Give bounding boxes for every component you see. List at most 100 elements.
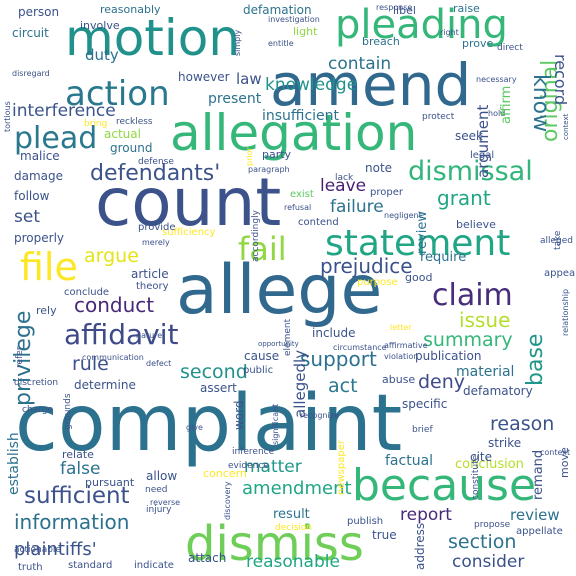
word-cite: cite	[470, 450, 492, 464]
word-provide: sufficiency	[162, 227, 215, 238]
word-properly: properly	[14, 231, 64, 245]
word-address: address	[413, 523, 427, 570]
word-fail: fail	[238, 230, 287, 268]
word-allegation: allegation	[170, 104, 417, 162]
word-cause: cause	[244, 349, 279, 363]
word-constitute: constitute	[471, 454, 481, 500]
word-plead: plead	[14, 121, 97, 156]
word-purpose: purpose	[357, 277, 398, 288]
word-discretion: discretion	[14, 378, 58, 388]
word-give: refusal	[284, 203, 311, 212]
word-rule: rule	[72, 353, 109, 375]
word-reckless: reckless	[116, 117, 153, 127]
word-recognize: significant	[271, 404, 280, 445]
word-party: concern	[203, 467, 247, 480]
word-include: include	[312, 326, 355, 340]
word-reverse: give	[186, 423, 203, 432]
word-remand: appellate	[516, 526, 563, 537]
word-necessary: necessary	[476, 75, 517, 84]
word-alleged: alleged	[540, 236, 573, 246]
word-propose: propose	[474, 520, 511, 530]
word-appellate: remand	[531, 450, 546, 500]
word-record: record	[551, 54, 570, 105]
word-rely: rely	[36, 304, 57, 317]
word-public: public	[243, 365, 273, 376]
word-theory: theory	[136, 281, 169, 292]
word-follow: follow	[14, 189, 50, 203]
word-defense: defense	[138, 157, 174, 167]
word-truth: truth	[18, 562, 43, 573]
word-involve: involve	[80, 19, 120, 32]
word-letter: letter	[390, 323, 412, 332]
word-raise: raise	[453, 2, 480, 15]
word-newspaper: newspaper	[336, 439, 347, 495]
word-require: require	[420, 250, 466, 265]
word-inference: inference	[232, 447, 275, 457]
word-conclude: conclude	[64, 287, 109, 298]
word-accordingly: take	[553, 230, 563, 250]
word-conclusion: conclusion	[455, 457, 524, 472]
word-argument: argument	[474, 105, 492, 178]
word-interference: interference	[12, 101, 116, 121]
word-sufficiency: accordingly	[251, 209, 261, 262]
word-concern: provide	[138, 222, 176, 233]
word-review: review	[510, 506, 560, 524]
word-actual: actual	[104, 127, 141, 141]
word-actionable: actionable	[14, 545, 61, 555]
word-direct: direct	[497, 43, 523, 53]
word-injury: injury	[146, 505, 172, 515]
word-libel: libel	[393, 4, 416, 17]
word-attach: attach	[188, 551, 226, 565]
word-ground: ground	[110, 141, 152, 155]
word-pursuant: pursuant	[85, 476, 135, 489]
word-legal: legal	[470, 150, 494, 161]
word-hold: nature	[136, 331, 162, 340]
word-need: need	[145, 485, 168, 495]
word-strike: strike	[488, 436, 521, 450]
word-second: second	[180, 361, 248, 383]
word-insufficient: insufficient	[262, 108, 340, 124]
word-significant: opportunity	[258, 340, 299, 348]
word-original: original	[538, 60, 563, 142]
word-discovery: discovery	[223, 481, 232, 520]
word-defendants: defendants'	[90, 161, 220, 186]
word-negligent: prior	[245, 147, 254, 166]
word-violation: violation	[384, 352, 418, 361]
word-affirm: affirm	[499, 86, 514, 124]
word-prejudice: prejudice	[320, 254, 413, 278]
word-grounds: grounds	[63, 393, 73, 430]
word-entitle: entitle	[268, 39, 294, 48]
word-support: support	[300, 347, 377, 371]
word-review-vert: review	[415, 211, 430, 254]
word-relate: relate	[62, 448, 94, 461]
word-report: report	[400, 505, 452, 525]
word-present: present	[208, 91, 262, 107]
word-information: information	[14, 510, 129, 534]
word-count: count	[95, 164, 281, 241]
word-reasonably: reasonably	[100, 3, 161, 16]
word-because: because	[352, 460, 536, 511]
word-act: act	[328, 375, 358, 397]
word-simply: simply	[233, 30, 242, 56]
word-defamatory: defamatory	[463, 384, 533, 398]
word-leave: leave	[320, 176, 366, 196]
word-factual: factual	[385, 453, 433, 469]
word-defamation: defamation	[243, 3, 312, 17]
word-law: law	[236, 70, 262, 88]
word-matter: matter	[244, 457, 302, 477]
word-move: move	[558, 447, 571, 478]
word-circumstance: reverse	[150, 498, 180, 507]
word-complaint: complaint	[15, 379, 402, 469]
word-affidavit: affidavit	[64, 318, 179, 351]
word-allegedly: allegedly	[291, 350, 309, 418]
word-motion: motion	[65, 9, 240, 67]
word-amend: amend	[270, 51, 471, 119]
word-determine: determine	[74, 378, 136, 392]
word-lack: lack	[335, 173, 354, 183]
word-right: right	[440, 28, 459, 37]
word-contain: contain	[328, 54, 391, 74]
word-proper: proper	[370, 187, 404, 198]
word-deny: deny	[418, 371, 465, 393]
